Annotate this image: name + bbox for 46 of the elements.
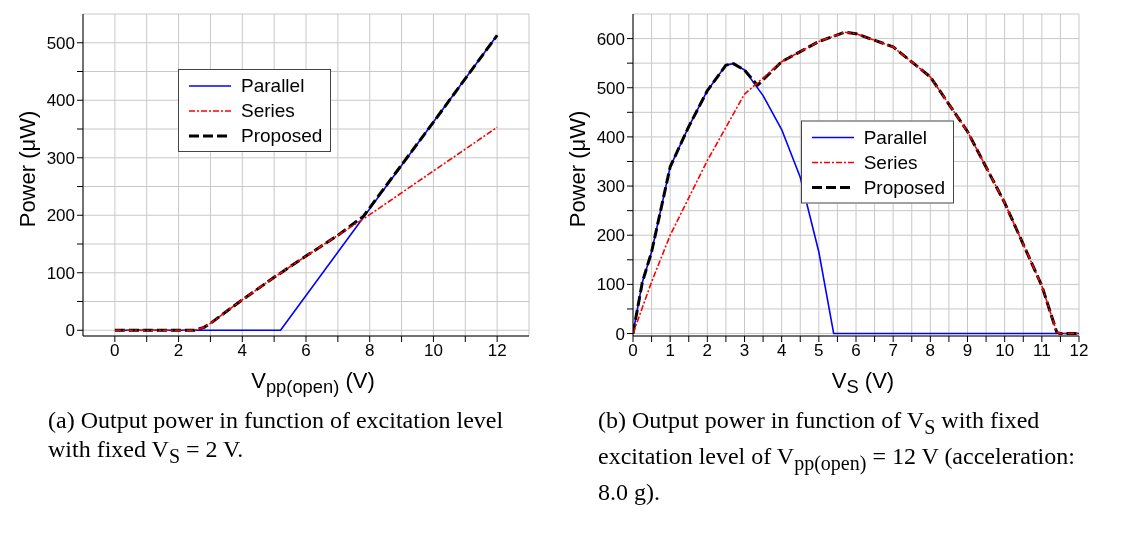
x-tick-label: 8 [925,341,936,361]
y-tick-label: 100 [46,263,75,283]
y-tick-label: 0 [65,321,75,341]
x-tick-label: 6 [851,341,861,361]
x-axis-title: V$_{pp(open)}$ (V) [250,368,376,399]
y-axis-title: Power (μW) [15,110,41,228]
y-tick-label: 200 [596,226,625,246]
x-tick-label: 10 [423,341,443,361]
y-tick-label: 500 [596,78,625,98]
y-tick-label: 400 [46,91,75,111]
legend-label: Series [863,150,918,175]
line-series [114,126,498,332]
x-tick-label: 7 [888,341,898,361]
x-tick-label: 4 [237,341,248,361]
y-tick-label: 200 [46,206,75,226]
x-tick-label: 0 [628,341,638,361]
x-tick-label: 12 [487,341,507,361]
y-tick-label: 500 [46,33,75,53]
legend-label: Proposed [863,175,945,200]
x-tick-label: 8 [364,341,375,361]
text: (b) Output power in function of V$_{S}$ with fixed excitation level of V$_{pp(open)}$ = 12 V (acceleration: 8.0 g). [598,407,1075,505]
text: (a) Output power in function of excitation level with fixed V$_{S}$ = 2 V. [48,406,505,470]
x-tick-label: 1 [665,341,675,361]
y-axis-title: Power (μW) [565,110,591,228]
x-axis-title: V$_{S}$ (V) [830,368,896,399]
x-tick-label: 3 [739,341,750,361]
legend-label: Parallel [863,125,928,150]
x-tick-label: 2 [173,341,184,361]
x-tick-label: 4 [776,341,787,361]
x-tick-label: 9 [962,341,973,361]
x-tick-label: 12 [1069,341,1089,361]
x-tick-label: 11 [1033,341,1051,361]
y-tick-label: 300 [596,177,625,197]
x-tick-label: 0 [110,341,120,361]
x-tick-label: 10 [995,341,1015,361]
y-tick-label: 100 [596,275,625,295]
y-tick-label: 300 [46,148,75,168]
legend-label: Series [241,99,295,123]
legend-label: Parallel [241,74,305,98]
y-tick-label: 0 [615,324,625,344]
y-tick-label: 400 [596,127,625,147]
y-tick-label: 600 [596,29,625,49]
x-tick-label: 5 [814,341,824,361]
legend-label: Proposed [241,124,323,148]
x-tick-label: 6 [301,341,311,361]
x-tick-label: 2 [702,341,713,361]
